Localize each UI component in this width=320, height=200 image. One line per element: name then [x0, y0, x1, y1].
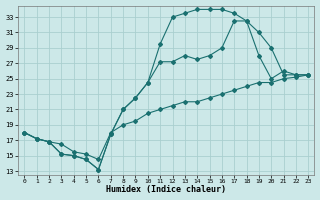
- X-axis label: Humidex (Indice chaleur): Humidex (Indice chaleur): [106, 185, 226, 194]
